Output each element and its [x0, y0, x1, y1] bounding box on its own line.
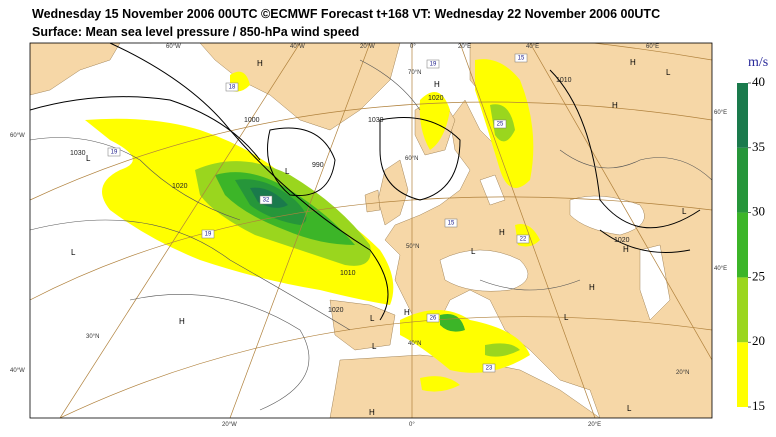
- colorbar-tick-label: 40: [752, 74, 765, 89]
- wind-label-box: [201, 229, 215, 239]
- colorbar-tick-label: 15: [752, 398, 765, 413]
- grid-label: 40°E: [714, 266, 727, 272]
- wind-label: 19: [430, 62, 437, 68]
- colorbar-tick-label: 35: [752, 139, 765, 154]
- colorbar-unit: m/s: [748, 55, 768, 70]
- wind-label-box: [516, 234, 530, 244]
- wind-label: 15: [518, 56, 525, 62]
- isobar-label: 1020: [614, 237, 630, 244]
- center: H: [612, 101, 618, 110]
- title-line-2: Surface: Mean sea level pressure / 850-h…: [32, 25, 359, 39]
- isobar-label: 1020: [172, 183, 188, 190]
- center: L: [71, 248, 76, 257]
- colorbar-segment: [737, 212, 748, 278]
- isobars-minor: [30, 59, 712, 411]
- wind-label: 26: [430, 316, 437, 322]
- center: H: [630, 58, 636, 67]
- isobar-labels: 1030 1020 1000 990 1010 1020 1030 1020 1…: [70, 77, 630, 314]
- colorbar-segment: [737, 83, 748, 148]
- colorbar-tick-label: 30: [752, 204, 765, 219]
- wind-label-box: [493, 119, 507, 129]
- grid-label: 60°W: [10, 133, 25, 139]
- center: L: [285, 167, 290, 176]
- grid-label: 40°N: [408, 341, 421, 347]
- isobar-label: 1020: [428, 95, 444, 102]
- wind-label-box: [482, 363, 496, 373]
- center: H: [179, 317, 185, 326]
- center: H: [404, 308, 410, 317]
- center: L: [682, 207, 687, 216]
- graticule: [30, 43, 712, 418]
- wind-label: 19: [111, 150, 118, 156]
- grid-label: 40°E: [526, 44, 539, 50]
- wind-label: 18: [229, 85, 236, 91]
- pressure-centers: H H H L H L L L H L H L H L H L H L H L: [71, 58, 687, 417]
- wind-label-box: [426, 313, 440, 323]
- wind-label: 22: [520, 237, 527, 243]
- grid-label: 20°W: [360, 44, 375, 50]
- isobar-label: 1030: [70, 150, 86, 157]
- center: H: [369, 408, 375, 417]
- grid-label: 0°: [410, 44, 416, 50]
- wind-label-box: [107, 147, 121, 157]
- grid-label: 20°N: [676, 370, 689, 376]
- grid-label: 20°E: [458, 44, 471, 50]
- colorbar: 15 20 25 30 35 40: [737, 74, 765, 413]
- colorbar-segment: [737, 277, 748, 343]
- colorbar-tick-label: 25: [752, 268, 765, 283]
- wind-label: 15: [448, 221, 455, 227]
- grid-label: 40°W: [290, 44, 305, 50]
- wind-label: 25: [497, 122, 504, 128]
- map-frame: [29, 42, 713, 419]
- wind-label: 32: [263, 198, 270, 204]
- wind-label: 23: [486, 366, 493, 372]
- center: H: [499, 228, 505, 237]
- grid-label: 60°E: [646, 44, 659, 50]
- center: H: [257, 59, 263, 68]
- grid-label: 30°N: [86, 334, 99, 340]
- isobar-label: 1000: [244, 117, 260, 124]
- wind-label-box: [259, 195, 273, 205]
- center: L: [86, 154, 91, 163]
- grid-label: 20°E: [588, 422, 601, 428]
- wind-label: 19: [205, 232, 212, 238]
- center: H: [589, 283, 595, 292]
- colorbar-tick-label: 20: [752, 333, 765, 348]
- center: H: [623, 245, 629, 254]
- isobar-label: 1020: [328, 307, 344, 314]
- center: L: [564, 313, 569, 322]
- center: H: [434, 80, 440, 89]
- isobars: [30, 43, 701, 321]
- colorbar-segment: [737, 147, 748, 213]
- isobar-label: 1030: [368, 117, 384, 124]
- wind-label-box: [514, 53, 528, 63]
- grid-label: 60°W: [166, 44, 181, 50]
- wind-labels: 18 19 32 19 19 15 25 15 22 26 23: [107, 53, 530, 373]
- center: L: [666, 68, 671, 77]
- colorbar-segment: [737, 342, 748, 407]
- grid-label: 70°N: [408, 70, 421, 76]
- title-line-1: Wednesday 15 November 2006 00UTC ©ECMWF …: [32, 7, 660, 21]
- grid-label: 60°N: [405, 156, 418, 162]
- wind-label-box: [426, 59, 440, 69]
- grid-label: 20°W: [222, 422, 237, 428]
- wind-label-box: [225, 82, 239, 92]
- grid-label: 50°N: [406, 244, 419, 250]
- center: L: [471, 247, 476, 256]
- map: 60°W 40°W 20°W 0° 20°E 40°E 60°E 70°N 60…: [30, 43, 712, 418]
- center: L: [627, 404, 632, 413]
- land: [30, 43, 712, 418]
- edge-labels: 60°W 40°W 60°E 40°E 20°W 0° 20°E: [10, 110, 727, 428]
- grid-label: 60°E: [714, 110, 727, 116]
- isobar-label: 1010: [556, 77, 572, 84]
- grid-labels: 60°W 40°W 20°W 0° 20°E 40°E 60°E 70°N 60…: [86, 44, 689, 376]
- grid-label: 0°: [409, 422, 415, 428]
- grid-label: 40°W: [10, 368, 25, 374]
- center: L: [372, 342, 377, 351]
- wind-label-box: [444, 218, 458, 228]
- center: L: [370, 314, 375, 323]
- isobar-label: 990: [312, 162, 324, 169]
- isobar-label: 1010: [340, 270, 356, 277]
